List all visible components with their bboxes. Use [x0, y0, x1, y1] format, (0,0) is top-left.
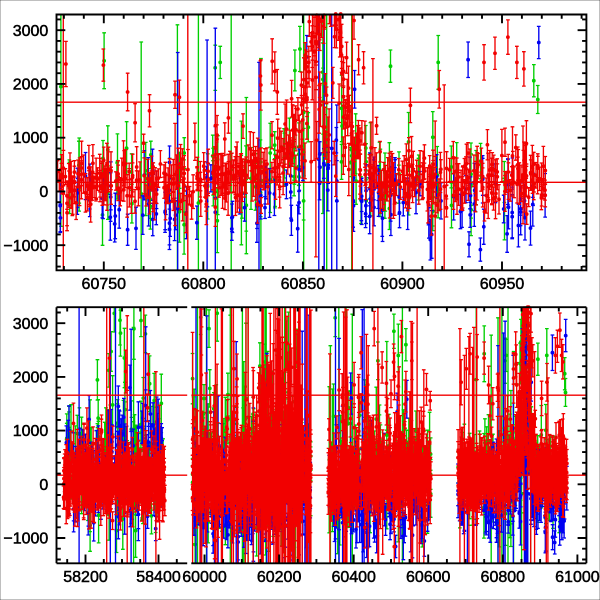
svg-text:58400: 58400	[136, 569, 181, 586]
svg-text:60200: 60200	[257, 569, 302, 586]
svg-text:60750: 60750	[82, 276, 127, 293]
svg-text:60800: 60800	[181, 276, 226, 293]
svg-text:60950: 60950	[480, 276, 525, 293]
svg-text:60850: 60850	[281, 276, 326, 293]
svg-text:60600: 60600	[406, 569, 451, 586]
svg-text:−1000: −1000	[3, 531, 48, 548]
svg-text:60000: 60000	[182, 569, 227, 586]
svg-text:60400: 60400	[331, 569, 376, 586]
svg-text:3000: 3000	[13, 23, 49, 40]
svg-text:0: 0	[39, 184, 48, 201]
svg-text:58200: 58200	[63, 569, 108, 586]
svg-text:−1000: −1000	[3, 238, 48, 255]
svg-text:60800: 60800	[481, 569, 526, 586]
svg-text:61000: 61000	[555, 569, 600, 586]
svg-text:1000: 1000	[13, 423, 49, 440]
svg-text:3000: 3000	[13, 316, 49, 333]
svg-text:1000: 1000	[13, 130, 49, 147]
svg-text:60900: 60900	[380, 276, 425, 293]
svg-text:2000: 2000	[13, 77, 49, 94]
svg-text:0: 0	[39, 477, 48, 494]
svg-text:2000: 2000	[13, 370, 49, 387]
